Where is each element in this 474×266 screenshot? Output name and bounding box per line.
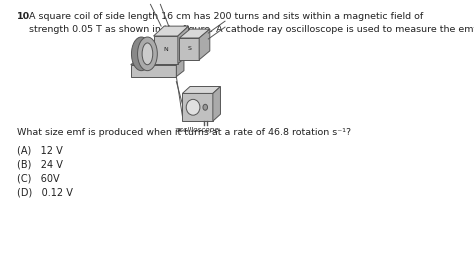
Polygon shape: [213, 86, 220, 121]
Ellipse shape: [142, 43, 153, 65]
Text: 10: 10: [17, 12, 30, 21]
Text: (B)   24 V: (B) 24 V: [17, 160, 63, 170]
Polygon shape: [154, 36, 178, 64]
Polygon shape: [154, 26, 189, 36]
Polygon shape: [199, 29, 210, 60]
Polygon shape: [178, 26, 189, 64]
Text: oscilloscope: oscilloscope: [176, 127, 219, 133]
Polygon shape: [176, 59, 184, 77]
Polygon shape: [179, 29, 210, 38]
Polygon shape: [182, 93, 213, 121]
Ellipse shape: [186, 99, 200, 115]
Polygon shape: [179, 38, 199, 60]
Polygon shape: [182, 86, 220, 93]
Ellipse shape: [203, 104, 208, 110]
Ellipse shape: [137, 37, 157, 71]
Text: (A)   12 V: (A) 12 V: [17, 146, 63, 156]
Text: N: N: [164, 47, 168, 52]
Text: (D)   0.12 V: (D) 0.12 V: [17, 188, 73, 197]
Polygon shape: [131, 59, 184, 65]
Text: (C)   60V: (C) 60V: [17, 174, 59, 184]
Polygon shape: [131, 65, 176, 77]
Text: S: S: [187, 46, 191, 51]
Ellipse shape: [131, 37, 151, 71]
Text: A square coil of side length 16 cm has 200 turns and sits within a magnetic fiel: A square coil of side length 16 cm has 2…: [29, 12, 474, 34]
Text: What size emf is produced when it turns at a rate of 46.8 rotation s⁻¹?: What size emf is produced when it turns …: [17, 128, 351, 137]
